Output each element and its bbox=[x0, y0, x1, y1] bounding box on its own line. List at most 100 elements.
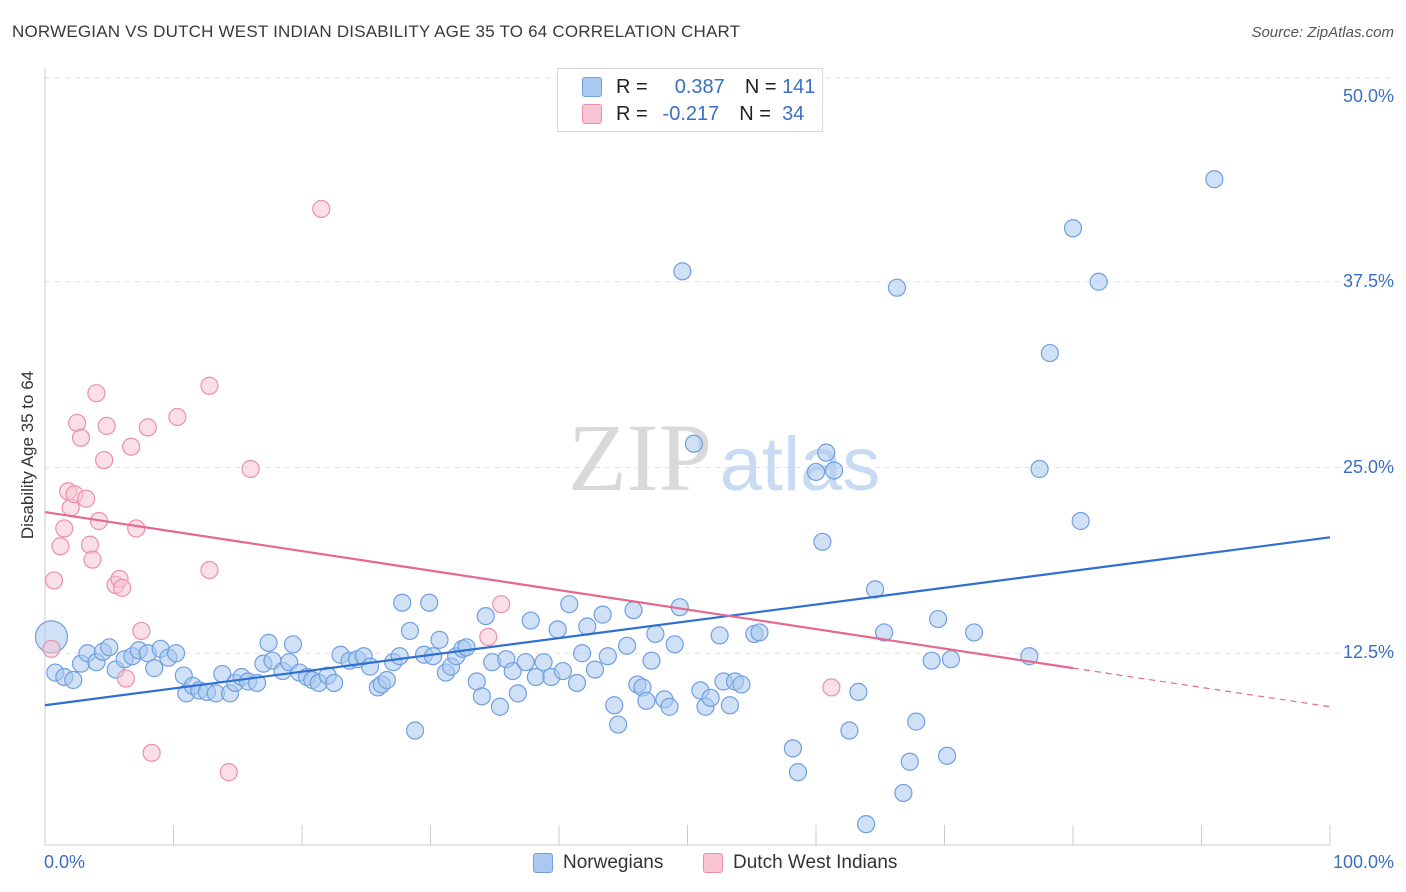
dutch-west-indians-point bbox=[132, 621, 151, 641]
norwegians-point bbox=[64, 670, 83, 690]
dutch-west-indians-point bbox=[168, 407, 187, 427]
dutch-west-indians-point bbox=[83, 550, 102, 569]
norwegians-point bbox=[750, 623, 769, 642]
norwegians-point bbox=[887, 278, 907, 297]
norwegians-points bbox=[34, 170, 1224, 834]
legend-row-dutch-west-indians: R = -0.217 N = 34 bbox=[582, 102, 804, 126]
norwegians-point bbox=[813, 532, 832, 551]
y-tick-label: 12.5% bbox=[1342, 642, 1394, 663]
x-tick-label-max: 100.0% bbox=[1332, 852, 1394, 872]
norwegians-point bbox=[720, 696, 740, 715]
dutch-west-indians-point bbox=[97, 416, 116, 435]
norwegians-point bbox=[503, 661, 522, 681]
norwegians-point bbox=[553, 661, 572, 681]
norwegians-point bbox=[894, 783, 913, 803]
norwegians-point bbox=[857, 815, 876, 834]
norwegians-point bbox=[783, 739, 802, 758]
norwegians-point bbox=[393, 593, 412, 612]
norwegians-point bbox=[560, 595, 579, 614]
dutch-west-indians-point bbox=[116, 669, 136, 688]
norwegians-point bbox=[1040, 343, 1059, 363]
norwegians-point bbox=[609, 715, 628, 734]
legend-n-label: N = bbox=[744, 75, 777, 98]
bottom-legend-swatch-pink bbox=[703, 853, 723, 873]
legend-r-label: R = bbox=[616, 75, 648, 98]
y-tick-label: 25.0% bbox=[1342, 456, 1394, 477]
dutch-west-indians-point bbox=[219, 763, 238, 782]
dutch-west-indians-point bbox=[121, 437, 141, 456]
axes bbox=[44, 68, 1331, 846]
norwegians-point bbox=[490, 697, 509, 716]
norwegians-point bbox=[457, 638, 476, 657]
bottom-legend-label: Norwegians bbox=[563, 852, 664, 873]
dutch-west-indians-point bbox=[51, 537, 70, 556]
bottom-legend-dutch-west-indians: Dutch West Indians bbox=[703, 852, 897, 874]
norwegians-point bbox=[684, 434, 704, 453]
legend-r-label: R = bbox=[616, 102, 648, 125]
norwegians-point bbox=[1063, 219, 1083, 238]
watermark-atlas: atlas bbox=[720, 422, 881, 507]
norwegians-point bbox=[922, 651, 941, 670]
norwegians-point bbox=[964, 623, 984, 642]
norwegians-point bbox=[567, 673, 587, 693]
y-tick-label: 50.0% bbox=[1342, 86, 1394, 106]
norwegians-point bbox=[907, 712, 926, 731]
norwegians-trend-line bbox=[44, 536, 1331, 707]
source-credit: Source: ZipAtlas.com bbox=[1251, 24, 1394, 41]
norwegians-point bbox=[472, 687, 491, 706]
dutch-west-indians-point bbox=[479, 627, 498, 647]
dutch-west-indians-point bbox=[142, 743, 161, 762]
correlation-legend: R = 0.387 N = 141 R = -0.217 N = 34 bbox=[557, 68, 823, 132]
norwegians-point bbox=[937, 746, 957, 765]
y-tick-label: 37.5% bbox=[1342, 270, 1394, 291]
norwegians-point bbox=[390, 647, 409, 666]
norwegians-point bbox=[637, 691, 656, 710]
norwegians-point bbox=[618, 636, 637, 655]
norwegians-point bbox=[400, 621, 420, 641]
norwegians-point bbox=[145, 659, 164, 678]
dutch-west-indians-trend-extension bbox=[1072, 667, 1331, 708]
norwegians-point bbox=[875, 623, 894, 642]
dutch-west-indians-point bbox=[80, 535, 100, 554]
chart-title: NORWEGIAN VS DUTCH WEST INDIAN DISABILIT… bbox=[12, 22, 741, 41]
watermark: ZIP atlas bbox=[568, 404, 880, 511]
dutch-west-indians-point bbox=[77, 489, 96, 508]
legend-r-value: 0.387 bbox=[674, 75, 725, 98]
bottom-legend-swatch-blue bbox=[533, 853, 553, 873]
norwegians-point bbox=[361, 657, 380, 676]
norwegians-point bbox=[840, 721, 859, 740]
legend-r-value: -0.217 bbox=[662, 102, 720, 125]
legend-row-norwegians: R = 0.387 N = 141 bbox=[582, 75, 815, 99]
norwegians-point bbox=[1071, 511, 1090, 531]
norwegians-point bbox=[941, 650, 961, 669]
norwegians-point bbox=[598, 647, 617, 666]
norwegians-point bbox=[100, 638, 119, 657]
norwegians-point bbox=[817, 443, 836, 462]
norwegians-point bbox=[701, 688, 720, 707]
bottom-legend-label: Dutch West Indians bbox=[733, 852, 898, 873]
gridlines bbox=[45, 77, 1393, 654]
norwegians-point bbox=[585, 660, 605, 679]
dutch-west-indians-point bbox=[200, 376, 219, 395]
norwegians-point bbox=[521, 611, 540, 630]
dutch-west-indians-point bbox=[241, 459, 260, 479]
norwegians-point bbox=[508, 684, 527, 703]
norwegians-point bbox=[593, 605, 612, 624]
norwegians-point bbox=[420, 593, 439, 612]
norwegians-point bbox=[900, 752, 919, 771]
trend-lines bbox=[44, 510, 1331, 708]
y-axis-label: Disability Age 35 to 64 bbox=[18, 370, 37, 540]
norwegians-point bbox=[928, 609, 948, 629]
norwegians-point bbox=[642, 651, 661, 670]
norwegians-point bbox=[377, 670, 396, 690]
norwegians-point bbox=[660, 697, 679, 716]
norwegians-point bbox=[283, 635, 303, 654]
dutch-west-indians-point bbox=[71, 428, 91, 447]
legend-n-value: 141 bbox=[782, 75, 816, 98]
norwegians-point bbox=[824, 461, 844, 480]
norwegians-point bbox=[405, 721, 425, 740]
norwegians-point bbox=[259, 633, 278, 652]
dutch-west-indians-point bbox=[87, 384, 106, 403]
norwegians-point bbox=[624, 601, 643, 620]
